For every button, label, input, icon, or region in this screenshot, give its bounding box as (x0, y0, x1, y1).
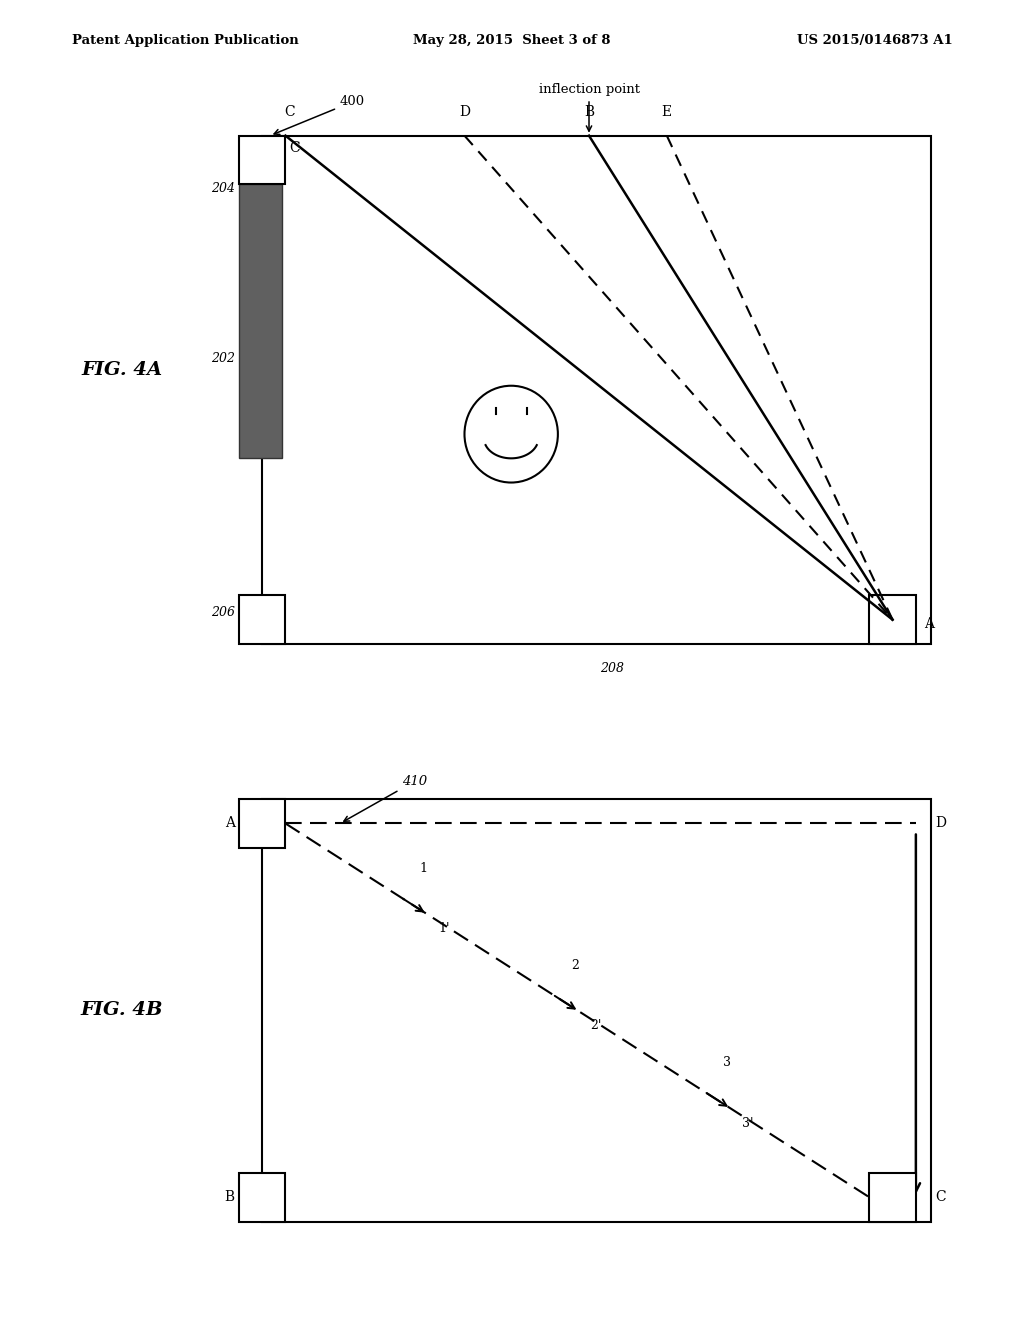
Text: FIG. 4B: FIG. 4B (81, 1002, 163, 1019)
Text: 1': 1' (439, 923, 451, 936)
Text: A: A (924, 616, 934, 631)
Text: B: B (225, 1191, 234, 1204)
Text: D: D (459, 104, 470, 119)
Text: 208: 208 (600, 663, 625, 675)
Bar (239, 136, 286, 183)
Bar (239, 183, 282, 458)
Bar (239, 595, 286, 644)
Bar (239, 799, 286, 847)
Text: A: A (225, 817, 234, 830)
Text: 2': 2' (591, 1019, 602, 1032)
Bar (239, 1172, 286, 1221)
Text: D: D (935, 817, 946, 830)
Text: 204: 204 (211, 182, 234, 195)
Text: May 28, 2015  Sheet 3 of 8: May 28, 2015 Sheet 3 of 8 (414, 34, 610, 48)
Text: 3: 3 (723, 1056, 731, 1069)
Text: 3': 3' (742, 1117, 754, 1130)
Text: 400: 400 (274, 95, 366, 135)
Text: B: B (584, 104, 594, 119)
Bar (262, 799, 932, 1221)
Text: FIG. 4A: FIG. 4A (82, 360, 163, 379)
Bar (262, 136, 932, 644)
Text: C: C (284, 104, 295, 119)
Text: inflection point: inflection point (539, 83, 640, 131)
Text: 1: 1 (420, 862, 427, 875)
Bar (869, 595, 915, 644)
Bar (869, 1172, 915, 1221)
Text: US 2015/0146873 A1: US 2015/0146873 A1 (797, 34, 952, 48)
Text: 410: 410 (344, 775, 427, 821)
Text: 2: 2 (571, 960, 580, 972)
Text: E: E (662, 104, 672, 119)
Text: C: C (290, 141, 300, 154)
Text: 202: 202 (211, 351, 234, 364)
Text: 206: 206 (211, 606, 234, 619)
Text: Patent Application Publication: Patent Application Publication (72, 34, 298, 48)
Text: C: C (935, 1191, 946, 1204)
